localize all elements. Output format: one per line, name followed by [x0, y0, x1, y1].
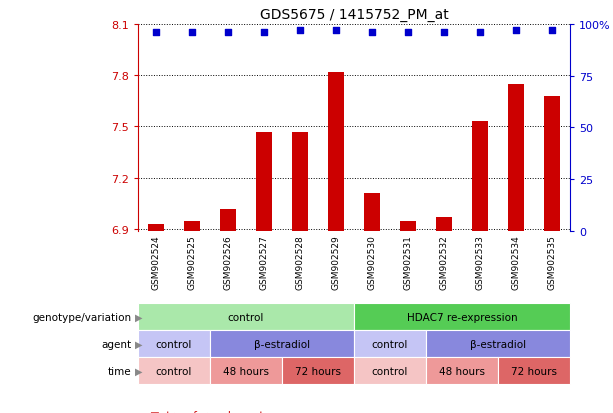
Text: control: control	[228, 312, 264, 322]
Bar	[472, 122, 488, 231]
Bar	[364, 194, 380, 231]
Text: GSM902533: GSM902533	[476, 235, 484, 290]
Bar	[328, 73, 344, 231]
Bar	[256, 132, 272, 231]
Text: 72 hours: 72 hours	[295, 366, 341, 376]
Bar	[508, 85, 524, 231]
Point	[403, 30, 413, 36]
Bar	[138, 330, 210, 357]
Text: GSM902528: GSM902528	[295, 235, 305, 290]
Point	[259, 30, 269, 36]
Text: HDAC7 re-expression: HDAC7 re-expression	[407, 312, 517, 322]
Text: control: control	[156, 366, 192, 376]
Text: GSM902524: GSM902524	[151, 235, 161, 290]
Bar	[426, 330, 570, 357]
Point	[439, 30, 449, 36]
Text: GSM902525: GSM902525	[188, 235, 196, 290]
Bar	[210, 330, 354, 357]
Text: GSM902527: GSM902527	[259, 235, 268, 290]
Text: GSM902530: GSM902530	[368, 235, 376, 290]
Bar	[138, 357, 210, 384]
Bar	[354, 330, 426, 357]
Text: ■  transformed count: ■ transformed count	[150, 410, 264, 413]
Bar	[426, 357, 498, 384]
Text: 48 hours: 48 hours	[439, 366, 485, 376]
Text: GSM902526: GSM902526	[224, 235, 232, 290]
Text: control: control	[372, 366, 408, 376]
Text: GSM902534: GSM902534	[512, 235, 520, 290]
Bar	[292, 132, 308, 231]
Bar	[282, 357, 354, 384]
Bar	[544, 97, 560, 231]
Bar	[354, 304, 570, 330]
Bar	[498, 357, 570, 384]
Bar	[220, 209, 236, 231]
Text: time: time	[108, 366, 132, 376]
Bar	[148, 224, 164, 231]
Text: β-estradiol: β-estradiol	[470, 339, 526, 349]
Text: GSM902532: GSM902532	[440, 235, 449, 290]
Text: GSM902535: GSM902535	[547, 235, 557, 290]
Title: GDS5675 / 1415752_PM_at: GDS5675 / 1415752_PM_at	[260, 8, 448, 22]
Text: GSM902531: GSM902531	[403, 235, 413, 290]
Point	[475, 30, 485, 36]
Point	[151, 30, 161, 36]
Point	[547, 28, 557, 34]
Text: ▶: ▶	[135, 366, 142, 376]
Text: genotype/variation: genotype/variation	[32, 312, 132, 322]
Point	[511, 28, 521, 34]
Bar	[184, 221, 200, 231]
Text: β-estradiol: β-estradiol	[254, 339, 310, 349]
Point	[187, 30, 197, 36]
Text: 72 hours: 72 hours	[511, 366, 557, 376]
Text: GSM902529: GSM902529	[332, 235, 340, 290]
Text: ▶: ▶	[135, 339, 142, 349]
Text: control: control	[372, 339, 408, 349]
Bar	[354, 357, 426, 384]
Text: agent: agent	[102, 339, 132, 349]
Bar	[138, 304, 354, 330]
Point	[331, 28, 341, 34]
Point	[367, 30, 377, 36]
Text: 48 hours: 48 hours	[223, 366, 269, 376]
Point	[223, 30, 233, 36]
Text: ▶: ▶	[135, 312, 142, 322]
Bar	[436, 218, 452, 231]
Bar	[210, 357, 282, 384]
Text: control: control	[156, 339, 192, 349]
Bar	[400, 221, 416, 231]
Point	[295, 28, 305, 34]
